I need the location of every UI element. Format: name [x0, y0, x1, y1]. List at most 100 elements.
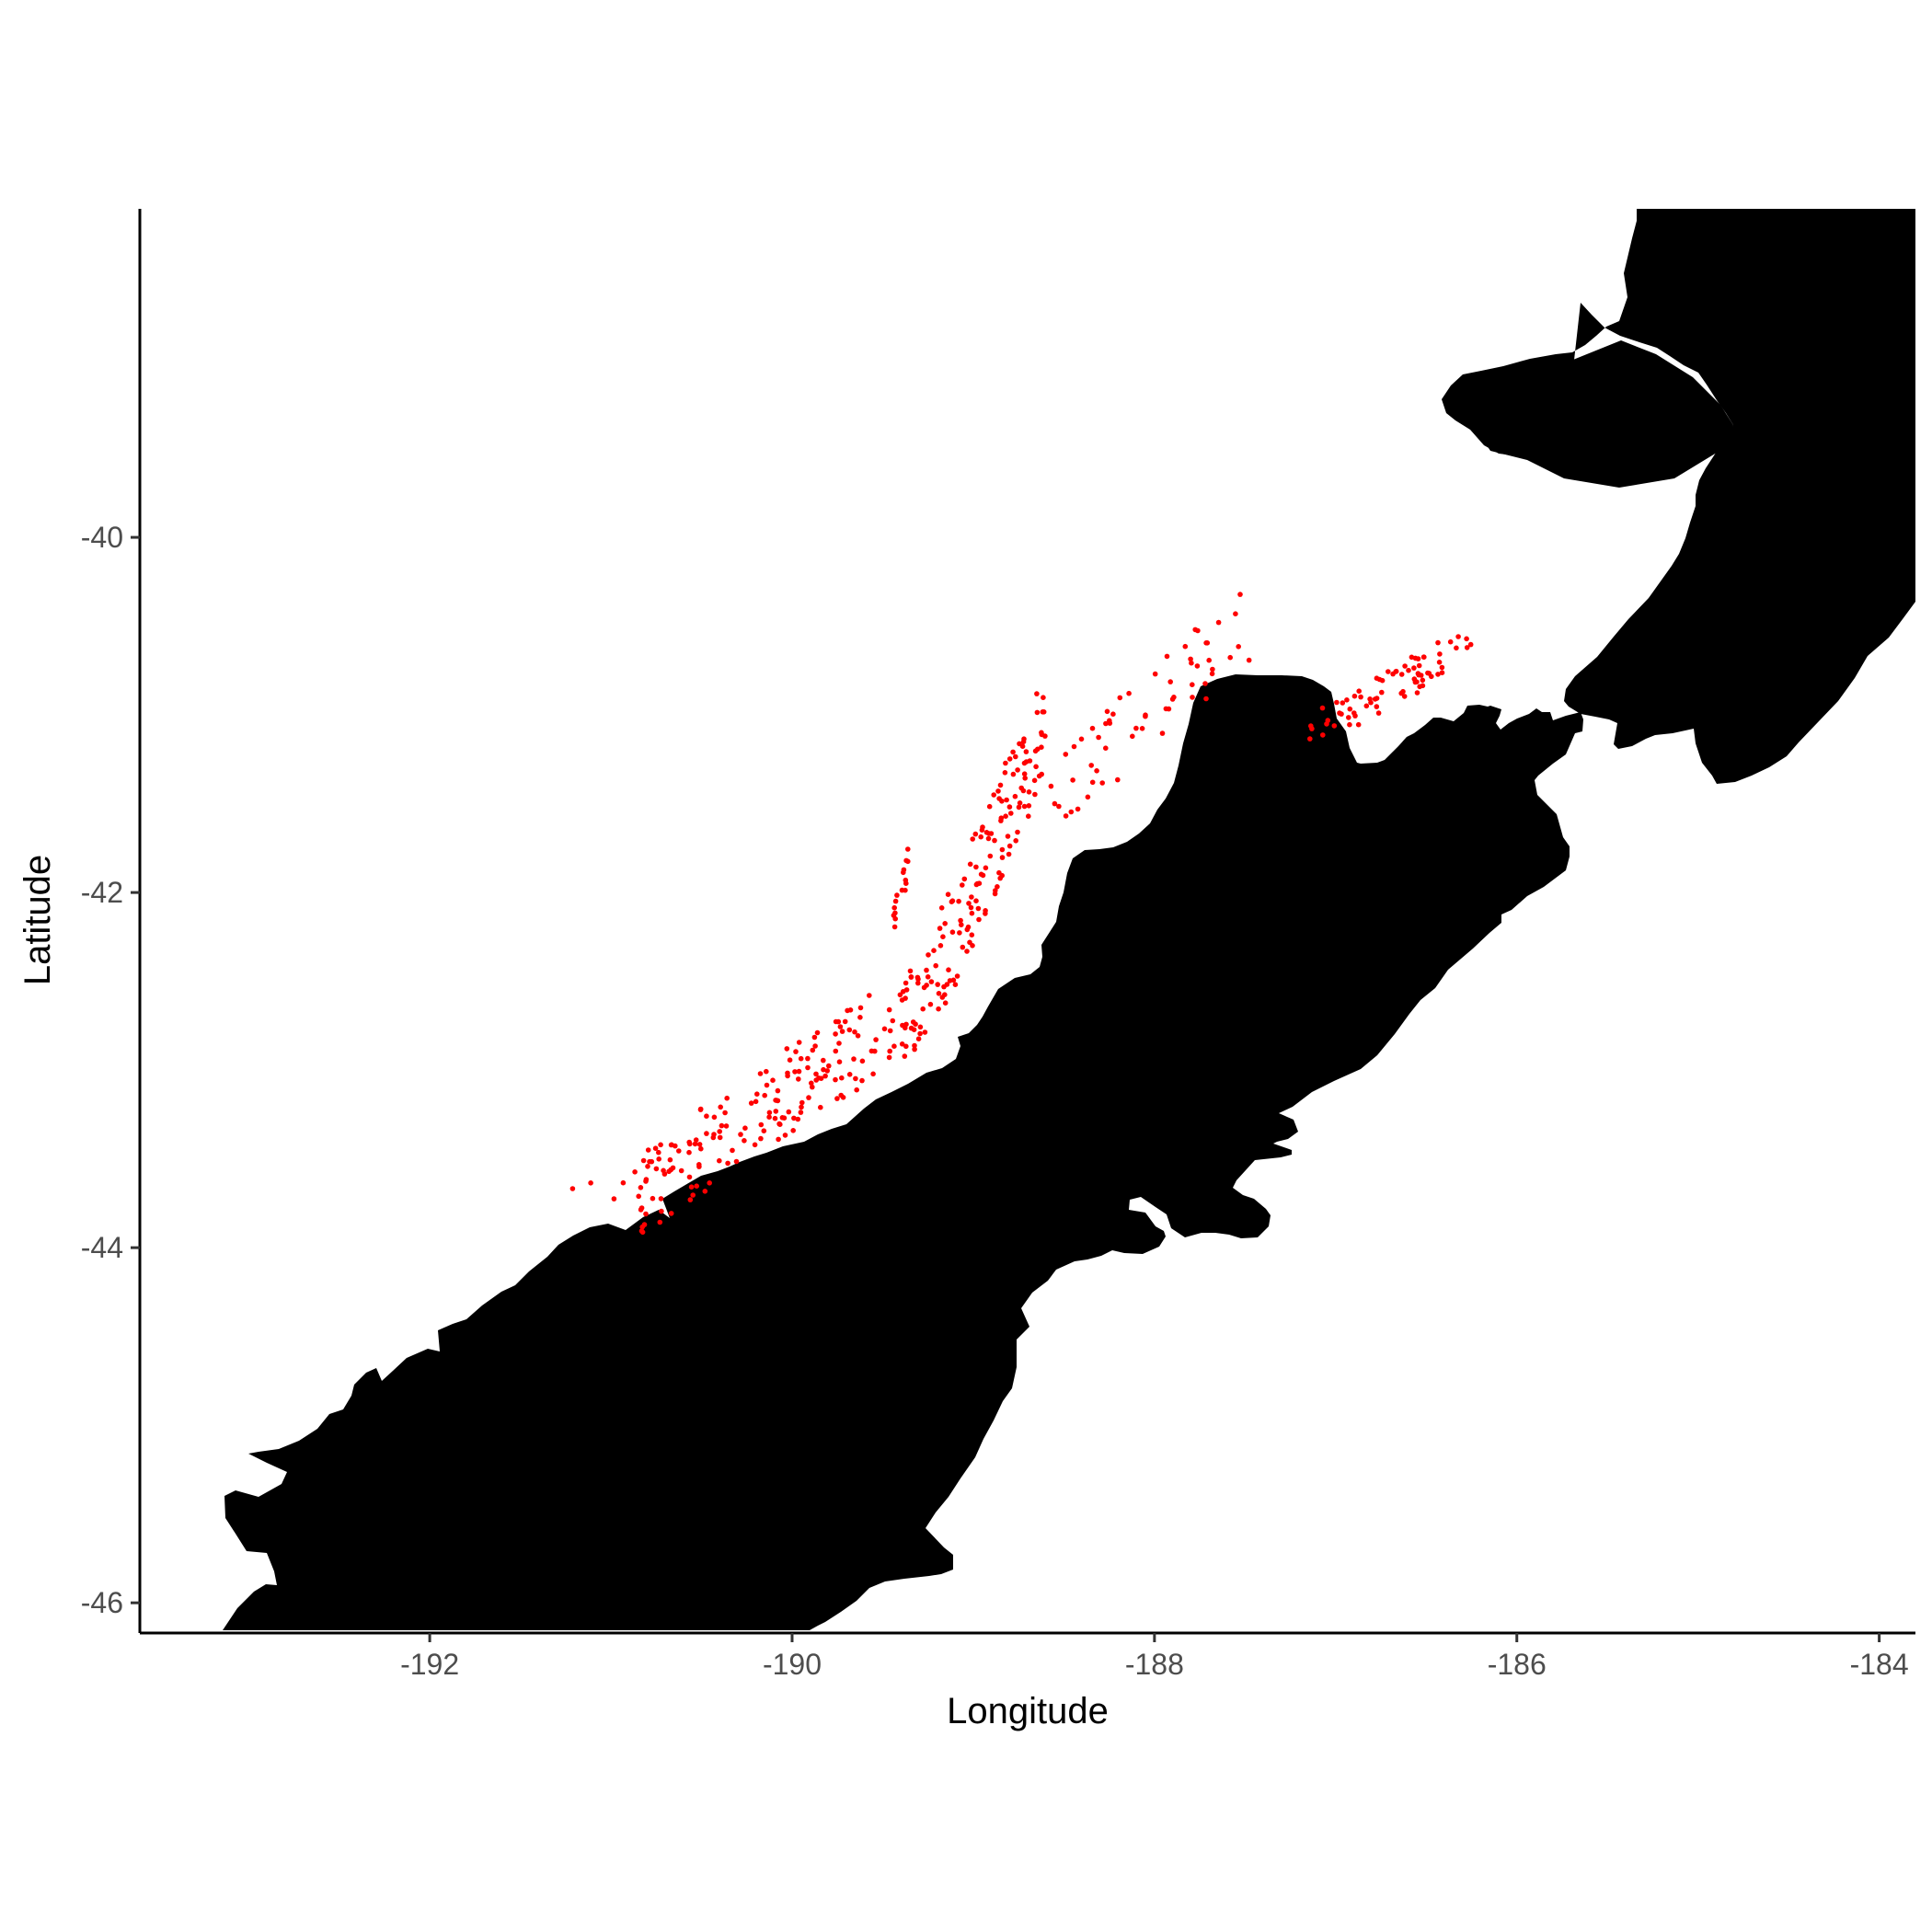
data-point	[1416, 672, 1421, 678]
data-point	[643, 1177, 650, 1182]
data-point	[693, 1137, 699, 1143]
data-point	[967, 939, 972, 946]
data-point	[985, 835, 992, 842]
data-point	[764, 1068, 769, 1075]
data-point	[1034, 691, 1040, 696]
data-point	[792, 1069, 798, 1075]
data-point	[796, 1040, 802, 1045]
data-point	[1078, 736, 1085, 742]
data-point	[1036, 773, 1042, 779]
data-point	[1085, 794, 1091, 800]
data-point	[775, 1087, 781, 1094]
data-point	[785, 1073, 790, 1079]
data-point	[812, 1043, 818, 1049]
data-point	[694, 1183, 699, 1189]
data-point	[937, 943, 944, 949]
data-point	[890, 1018, 896, 1024]
data-point	[917, 1024, 924, 1030]
data-point	[1075, 806, 1081, 812]
data-point	[950, 977, 957, 983]
data-point	[1004, 797, 1009, 803]
data-point	[636, 1193, 641, 1200]
data-point	[821, 1057, 826, 1064]
data-point	[643, 1211, 649, 1217]
data-point	[656, 1156, 661, 1162]
data-point	[1130, 733, 1135, 740]
data-point	[999, 872, 1005, 879]
data-point	[1006, 756, 1013, 762]
data-point	[1070, 777, 1075, 783]
data-point	[954, 973, 960, 979]
data-point	[1390, 671, 1396, 677]
data-point	[975, 905, 982, 912]
data-point	[902, 1053, 908, 1059]
data-point	[1417, 684, 1422, 690]
data-point	[1039, 730, 1044, 736]
data-point	[1041, 695, 1046, 700]
data-point	[764, 1082, 770, 1088]
data-point	[658, 1196, 664, 1202]
data-point	[1334, 699, 1340, 706]
x-tick-label: -186	[1488, 1648, 1547, 1681]
data-point	[1401, 694, 1408, 699]
data-point	[897, 992, 903, 998]
data-point	[742, 1125, 748, 1131]
data-point	[1021, 771, 1028, 776]
data-point	[969, 932, 975, 937]
data-point	[1021, 736, 1027, 742]
data-point	[1195, 627, 1201, 634]
data-point	[1023, 749, 1029, 754]
data-point	[719, 1122, 725, 1129]
data-point	[707, 1180, 712, 1186]
data-point	[717, 1134, 723, 1141]
y-tick-label: -44	[81, 1231, 123, 1264]
data-point	[742, 1138, 747, 1144]
data-point	[852, 1029, 857, 1035]
data-point	[1464, 645, 1470, 650]
x-tick-label: -192	[400, 1648, 459, 1681]
x-tick-label: -184	[1850, 1648, 1909, 1681]
data-point	[996, 796, 1002, 801]
data-point	[1026, 813, 1031, 819]
data-point	[915, 980, 921, 986]
data-point	[991, 792, 996, 798]
data-point	[1347, 721, 1352, 728]
data-point	[1439, 670, 1445, 675]
data-point	[805, 1055, 811, 1062]
data-point	[1351, 693, 1358, 699]
data-point	[1005, 834, 1011, 839]
data-point	[974, 880, 981, 887]
data-point	[851, 1056, 857, 1062]
data-point	[1435, 672, 1441, 677]
data-point	[1015, 767, 1020, 773]
data-point	[1103, 745, 1109, 751]
data-point	[937, 926, 943, 931]
data-point	[809, 1080, 814, 1087]
data-point	[766, 1114, 772, 1120]
data-point	[881, 1026, 888, 1032]
data-point	[776, 1136, 781, 1143]
data-point	[640, 1157, 647, 1164]
data-point	[839, 1029, 845, 1034]
data-point	[1006, 804, 1013, 810]
data-point	[687, 1197, 694, 1202]
data-point	[903, 1025, 908, 1031]
data-point	[1402, 663, 1408, 669]
data-point	[1436, 660, 1443, 665]
data-point	[753, 1098, 759, 1105]
data-point	[1003, 813, 1008, 819]
data-point	[690, 1192, 696, 1198]
data-point	[867, 993, 872, 998]
data-point	[668, 1142, 674, 1148]
y-axis: -40 -42 -44 -46	[81, 521, 140, 1619]
data-point	[770, 1077, 776, 1083]
data-point	[641, 1222, 648, 1227]
data-point	[857, 1005, 864, 1011]
y-tick-label: -42	[81, 876, 123, 909]
data-point	[833, 1031, 838, 1037]
data-point	[1368, 699, 1374, 706]
data-point	[1143, 712, 1148, 718]
data-point	[1006, 851, 1012, 857]
data-point	[1411, 665, 1417, 671]
data-point	[940, 934, 946, 939]
